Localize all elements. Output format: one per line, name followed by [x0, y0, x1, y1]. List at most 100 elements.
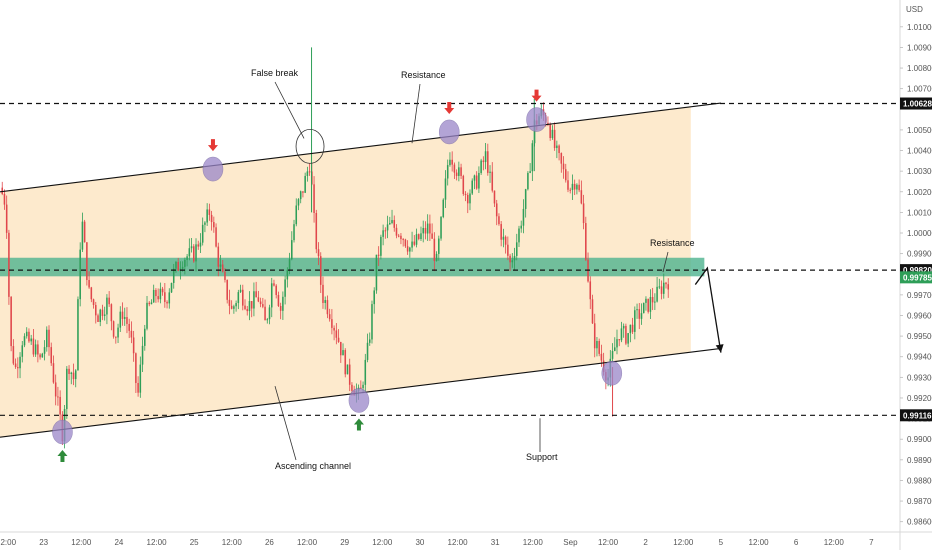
- candle-body: [665, 282, 667, 285]
- price-tick-label: 1.00800: [907, 64, 932, 73]
- candle-body: [564, 169, 567, 181]
- candle-body: [415, 234, 418, 245]
- price-tick-label: 1.00700: [907, 85, 932, 94]
- resistance-top-pointer: [411, 83, 421, 144]
- false-break-circle: [295, 129, 325, 164]
- candle-body: [248, 301, 251, 312]
- candle-body: [417, 234, 420, 240]
- up-arrow-icon: [353, 418, 364, 431]
- candle-body: [333, 327, 335, 331]
- candle-body: [471, 180, 473, 194]
- candle-body: [504, 236, 507, 245]
- candle-body: [576, 184, 578, 190]
- candle-body: [582, 203, 585, 224]
- candle-body: [384, 230, 387, 232]
- resistance-mid-label: Resistance: [650, 238, 695, 248]
- candle-body: [164, 292, 166, 302]
- candle-body: [560, 153, 563, 164]
- candle-body: [308, 171, 311, 173]
- candle-body: [45, 329, 48, 348]
- candle-body: [502, 236, 505, 240]
- time-tick-label: 12:00: [749, 538, 770, 547]
- candle-body: [92, 299, 95, 305]
- candle-body: [86, 242, 88, 280]
- candle-body: [139, 364, 142, 393]
- touch-circle: [52, 419, 73, 445]
- candle-body: [404, 239, 407, 247]
- candle-body: [48, 329, 50, 348]
- time-tick-label: 12:00: [222, 538, 243, 547]
- candle-body: [498, 216, 500, 225]
- channel-upper-line: [0, 102, 721, 193]
- candle-body: [411, 241, 413, 248]
- false-break-label: False break: [251, 68, 299, 78]
- touch-circle: [526, 107, 547, 132]
- price-tick-label: 1.00200: [907, 188, 932, 197]
- time-tick-label: 5: [719, 538, 724, 547]
- touch-circle: [601, 360, 623, 386]
- candle-body: [210, 214, 213, 223]
- candle-body: [495, 203, 498, 217]
- candle-body: [23, 336, 26, 346]
- candle-body: [431, 233, 433, 239]
- candle-body: [317, 249, 320, 257]
- candle-body: [340, 341, 342, 356]
- resistance-mid-pointer: [662, 251, 669, 273]
- candle-body: [631, 324, 634, 332]
- candle-body: [348, 364, 351, 385]
- candle-body: [5, 204, 8, 233]
- candle-body: [647, 298, 649, 312]
- candle-body: [591, 299, 594, 324]
- candle-body: [235, 303, 237, 307]
- candle-body: [326, 300, 329, 315]
- candle-body: [600, 353, 603, 361]
- candle-body: [342, 350, 344, 356]
- time-tick-label: Sep: [563, 538, 578, 547]
- candle-body: [585, 223, 587, 260]
- candle-body: [94, 304, 97, 316]
- candle-body: [190, 246, 193, 249]
- candle-body: [344, 350, 347, 375]
- candle-body: [28, 331, 30, 342]
- candle-body: [117, 327, 119, 338]
- candle-body: [446, 165, 449, 179]
- time-tick-label: 12:00: [71, 538, 92, 547]
- candle-body: [667, 284, 670, 290]
- candle-body: [57, 396, 59, 398]
- candle-body: [625, 325, 627, 344]
- time-axis[interactable]: 12:002312:002412:002512:002612:002912:00…: [0, 538, 874, 547]
- candle-body: [74, 370, 77, 380]
- price-axis[interactable]: 1.01000 1.00900 1.00800 1.00700 1.00500 1.004…: [900, 23, 932, 527]
- candle-body: [375, 254, 378, 291]
- candle-body: [130, 330, 133, 338]
- candle-body: [315, 212, 318, 250]
- price-tag-bg: [900, 271, 932, 284]
- resistance-zone: [0, 257, 705, 277]
- time-tick-label: 29: [340, 538, 349, 547]
- candle-body: [571, 183, 574, 191]
- down-arrow-icon: [531, 89, 542, 102]
- time-tick-label: 12:00: [147, 538, 168, 547]
- touch-circles: [52, 107, 623, 445]
- candle-body: [640, 313, 643, 319]
- candle-body: [567, 180, 569, 190]
- candle-body: [391, 220, 393, 224]
- candle-body: [106, 297, 108, 315]
- candle-body: [286, 269, 289, 280]
- candle-body: [135, 353, 137, 383]
- candle-body: [551, 129, 554, 139]
- candle-body: [150, 302, 153, 305]
- candle-body: [186, 256, 188, 260]
- candle-body: [146, 302, 148, 329]
- candle-body: [466, 194, 469, 204]
- candle-body: [462, 175, 465, 194]
- candle-body: [257, 297, 260, 302]
- candle-body: [34, 344, 37, 355]
- candle-body: [362, 384, 364, 389]
- candle-body: [402, 239, 404, 241]
- candle-body: [558, 145, 560, 154]
- candle-body: [433, 238, 436, 262]
- down-arrow-icon: [444, 101, 455, 114]
